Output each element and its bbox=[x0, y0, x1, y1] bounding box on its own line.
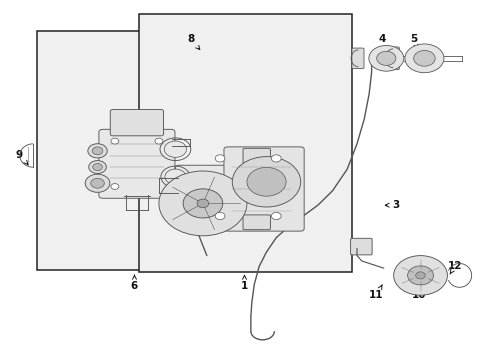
Circle shape bbox=[415, 272, 425, 279]
Circle shape bbox=[159, 171, 246, 236]
Circle shape bbox=[92, 147, 102, 155]
FancyBboxPatch shape bbox=[175, 165, 230, 227]
Text: 5: 5 bbox=[410, 34, 417, 49]
FancyBboxPatch shape bbox=[351, 48, 363, 68]
Text: 3: 3 bbox=[385, 200, 399, 210]
Circle shape bbox=[232, 157, 300, 207]
Circle shape bbox=[246, 167, 285, 196]
Text: 11: 11 bbox=[368, 285, 383, 300]
Text: 4: 4 bbox=[378, 34, 386, 51]
Text: 8: 8 bbox=[187, 34, 200, 50]
Circle shape bbox=[368, 45, 403, 71]
Circle shape bbox=[407, 266, 432, 285]
FancyBboxPatch shape bbox=[99, 129, 175, 198]
Text: 2: 2 bbox=[154, 146, 166, 161]
Circle shape bbox=[393, 256, 447, 295]
Circle shape bbox=[88, 144, 107, 158]
Circle shape bbox=[215, 212, 224, 220]
Circle shape bbox=[183, 189, 223, 218]
Text: 10: 10 bbox=[411, 285, 426, 300]
Circle shape bbox=[155, 138, 163, 144]
Bar bbox=[37, 31, 242, 270]
Circle shape bbox=[413, 50, 434, 66]
Text: 9: 9 bbox=[16, 150, 28, 165]
FancyBboxPatch shape bbox=[386, 47, 399, 70]
Text: 1: 1 bbox=[241, 275, 247, 291]
Text: 6: 6 bbox=[131, 275, 138, 291]
Circle shape bbox=[88, 161, 106, 174]
Circle shape bbox=[91, 178, 104, 188]
Text: 12: 12 bbox=[447, 261, 461, 274]
Circle shape bbox=[404, 44, 443, 73]
FancyBboxPatch shape bbox=[110, 109, 163, 136]
Circle shape bbox=[376, 51, 395, 66]
FancyBboxPatch shape bbox=[243, 148, 270, 163]
Circle shape bbox=[164, 169, 185, 184]
FancyBboxPatch shape bbox=[224, 147, 304, 231]
FancyBboxPatch shape bbox=[350, 238, 371, 255]
Circle shape bbox=[271, 155, 281, 162]
Circle shape bbox=[271, 212, 281, 220]
Circle shape bbox=[164, 141, 186, 157]
Circle shape bbox=[111, 184, 119, 189]
Circle shape bbox=[111, 138, 119, 144]
Circle shape bbox=[93, 163, 102, 171]
Circle shape bbox=[85, 174, 110, 192]
FancyBboxPatch shape bbox=[243, 215, 270, 230]
Circle shape bbox=[215, 155, 224, 162]
Bar bbox=[139, 14, 351, 272]
Text: 7: 7 bbox=[216, 195, 226, 210]
Circle shape bbox=[197, 199, 208, 208]
